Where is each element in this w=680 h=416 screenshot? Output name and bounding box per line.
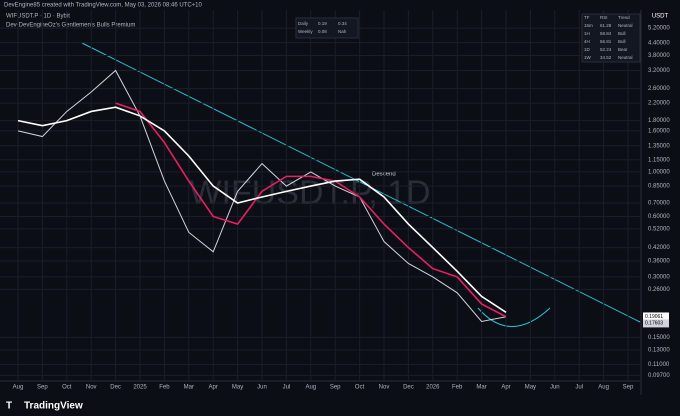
x-tick-label: Dec <box>403 385 414 391</box>
mini-table-cell: Daily <box>298 21 309 26</box>
y-tick-label: 0.09700 <box>648 373 670 379</box>
table-cell: RSI <box>600 15 608 20</box>
x-tick-label: Mar <box>476 385 486 391</box>
series-line <box>115 102 507 318</box>
x-tick-label: Feb <box>452 385 463 391</box>
x-tick-label: Jun <box>257 385 267 391</box>
mini-table-cell: 0.34 <box>338 21 347 26</box>
mini-table-cell: 0.19 <box>318 21 327 26</box>
y-tick-label: 0.11000 <box>648 362 670 368</box>
table-cell: TF <box>584 15 590 20</box>
x-tick-label: Aug <box>13 385 24 391</box>
table-cell: 34.52 <box>600 55 612 60</box>
y-tick-label: 1.00000 <box>648 169 670 175</box>
x-tick-label: Sep <box>37 385 48 391</box>
table-cell: 15m <box>584 23 593 28</box>
trendline <box>81 42 641 323</box>
x-tick-label: Jul <box>575 385 583 391</box>
x-tick-label: Oct <box>62 385 72 391</box>
table-cell: 58.84 <box>600 31 612 36</box>
x-tick-label: Aug <box>305 385 316 391</box>
y-tick-label: 2.20000 <box>648 101 670 107</box>
cup-drawing <box>477 307 551 327</box>
x-tick-label: Apr <box>501 385 510 391</box>
table-cell: 4H <box>584 39 590 44</box>
table-cell: Bull <box>618 31 626 36</box>
y-tick-label: 4.40000 <box>648 40 670 46</box>
price-label: 0.19061 <box>645 314 663 320</box>
x-tick-label: Jun <box>550 385 560 391</box>
table-cell: Bear <box>618 47 628 52</box>
y-tick-label: 0.26000 <box>648 287 670 293</box>
table-cell: 61.28 <box>600 23 612 28</box>
currency: USDT <box>652 14 669 20</box>
y-tick-label: 1.60000 <box>648 128 670 134</box>
x-tick-label: Sep <box>623 385 634 391</box>
mini-table-cell: Weekly <box>298 29 313 34</box>
y-tick-label: 3.20000 <box>648 68 670 74</box>
x-tick-label: Oct <box>355 385 365 391</box>
mini-table-cell: 0.08 <box>318 29 327 34</box>
price-label-box <box>643 312 669 321</box>
x-tick-label: Sep <box>330 385 341 391</box>
table-cell: 56.81 <box>600 39 612 44</box>
y-tick-label: 0.15000 <box>648 335 670 341</box>
table-cell: 1H <box>584 31 590 36</box>
y-tick-label: 0.70000 <box>648 201 670 207</box>
brand-logo: T <box>6 401 12 412</box>
y-tick-label: 1.80000 <box>648 118 670 124</box>
x-tick-label: 2026 <box>426 385 440 391</box>
header: DevEngine85 created with TradingView.com… <box>4 3 203 9</box>
x-tick-label: Jul <box>283 385 291 391</box>
table-cell: Trend <box>618 15 630 20</box>
y-tick-label: 0.30000 <box>648 274 670 280</box>
x-tick-label: Nov <box>86 385 97 391</box>
x-tick-label: 2025 <box>133 385 147 391</box>
x-tick-label: Apr <box>209 385 218 391</box>
y-tick-label: 0.60000 <box>648 214 670 220</box>
y-tick-label: 0.13000 <box>648 347 670 353</box>
table-cell: 1W <box>584 55 592 60</box>
y-tick-label: 2.60000 <box>648 86 670 92</box>
x-tick-label: Feb <box>159 385 170 391</box>
table-cell: 1D <box>584 47 591 52</box>
table-cell: 52.24 <box>600 47 612 52</box>
y-tick-label: 5.20000 <box>648 26 670 32</box>
price-label: 0.17603 <box>645 321 663 327</box>
x-tick-label: May <box>525 385 536 391</box>
series-line <box>17 69 507 323</box>
mini-table-cell: Nah <box>338 29 347 34</box>
symbol: WIFUSDT.P · 1D · Bybit <box>6 14 70 20</box>
x-tick-label: Aug <box>598 385 609 391</box>
price-label-box <box>643 319 669 328</box>
x-tick-label: May <box>232 385 243 391</box>
x-tick-label: Nov <box>379 385 390 391</box>
brand: TradingView <box>24 401 83 412</box>
y-tick-label: 1.15000 <box>648 157 670 163</box>
x-tick-label: Mar <box>184 385 194 391</box>
y-tick-label: 0.85000 <box>648 184 670 190</box>
footer <box>0 398 680 416</box>
mini-table-bg <box>295 17 359 39</box>
series-line <box>17 106 507 313</box>
y-tick-label: 3.80000 <box>648 53 670 59</box>
indicator: Dev-DevEngineOz's Gentlemen's Bulls Prem… <box>6 23 135 29</box>
table-cell: Neutral <box>618 55 633 60</box>
x-tick-label: Dec <box>110 385 121 391</box>
grid <box>0 10 640 380</box>
y-tick-label: 0.36000 <box>648 259 670 265</box>
table-cell: Bull <box>618 39 626 44</box>
table-bg <box>581 13 641 63</box>
y-tick-label: 0.52000 <box>648 227 670 233</box>
watermark: WIFUSDT.P, 1D <box>189 174 430 212</box>
y-tick-label: 0.42000 <box>648 245 670 251</box>
y-tick-label: 1.35000 <box>648 143 670 149</box>
table-cell: Neutral <box>618 23 633 28</box>
